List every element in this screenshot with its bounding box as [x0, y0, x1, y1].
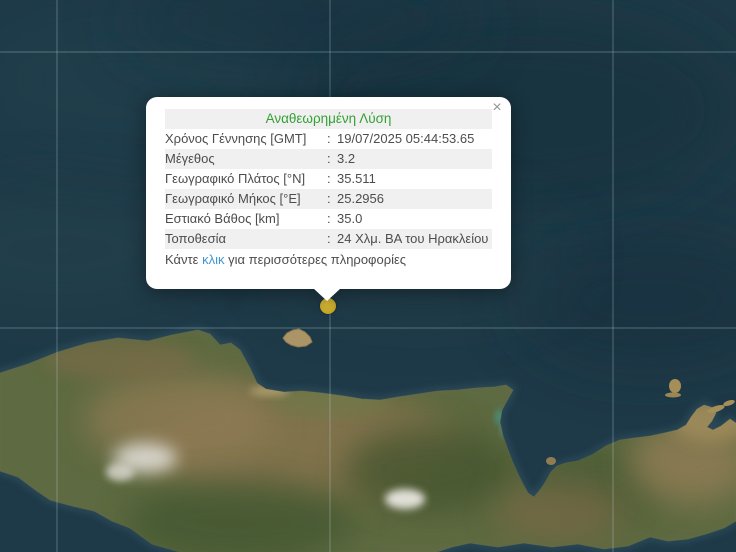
row-colon: : [327, 151, 331, 166]
more-info-link[interactable]: κλικ [202, 252, 225, 267]
footer-text-prefix: Κάντε [165, 252, 203, 267]
earthquake-epicenter-marker[interactable] [320, 298, 336, 314]
row-label: Γεωγραφικό Μήκος [°E] [165, 191, 301, 206]
row-value: 24 Χλμ. ΒΑ του Ηρακλείου [337, 231, 489, 246]
footer-text-suffix: για περισσότερες πληροφορίες [224, 252, 407, 267]
dia-island [282, 328, 313, 348]
popup-row-depth: Εστιακό Βάθος [km]:35.0 [165, 209, 492, 229]
row-value: 35.511 [337, 171, 376, 186]
popup-body: Αναθεωρημένη Λύση Χρόνος Γέννησης [GMT]:… [146, 97, 511, 269]
popup-title: Αναθεωρημένη Λύση [165, 109, 492, 129]
popup-tail-pointer [313, 288, 341, 301]
row-label: Μέγεθος [165, 151, 215, 166]
row-colon: : [327, 191, 331, 206]
row-value: 19/07/2025 05:44:53.65 [337, 131, 475, 146]
row-colon: : [327, 171, 331, 186]
row-label: Εστιακό Βάθος [km] [165, 211, 280, 226]
row-label: Χρόνος Γέννησης [GMT] [165, 131, 307, 146]
spinalonga-slivers [707, 399, 735, 413]
popup-row-magnitude: Μέγεθος:3.2 [165, 149, 492, 169]
popup-row-location: Τοποθεσία:24 Χλμ. ΒΑ του Ηρακλείου [165, 229, 492, 249]
earthquake-info-popup: × Αναθεωρημένη Λύση Χρόνος Γέννησης [GMT… [146, 97, 511, 289]
dikti-snow-patch [385, 489, 425, 509]
row-label: Τοποθεσία [165, 231, 227, 246]
popup-footer: Κάντε κλικ για περισσότερες πληροφορίες [165, 249, 492, 269]
close-icon[interactable]: × [488, 99, 506, 117]
row-value: 3.2 [337, 151, 356, 166]
row-colon: : [327, 131, 331, 146]
row-label: Γεωγραφικό Πλάτος [°N] [165, 171, 306, 186]
row-colon: : [327, 231, 331, 246]
popup-row-longitude: Γεωγραφικό Μήκος [°E]:25.2956 [165, 189, 492, 209]
popup-row-latitude: Γεωγραφικό Πλάτος [°N]:35.511 [165, 169, 492, 189]
popup-row-origin-time: Χρόνος Γέννησης [GMT]:19/07/2025 05:44:5… [165, 129, 492, 149]
agioi-pantes-islet [546, 457, 556, 465]
row-colon: : [327, 211, 331, 226]
pseira-islet [665, 379, 681, 398]
row-value: 25.2956 [337, 191, 384, 206]
row-value: 35.0 [337, 211, 363, 226]
